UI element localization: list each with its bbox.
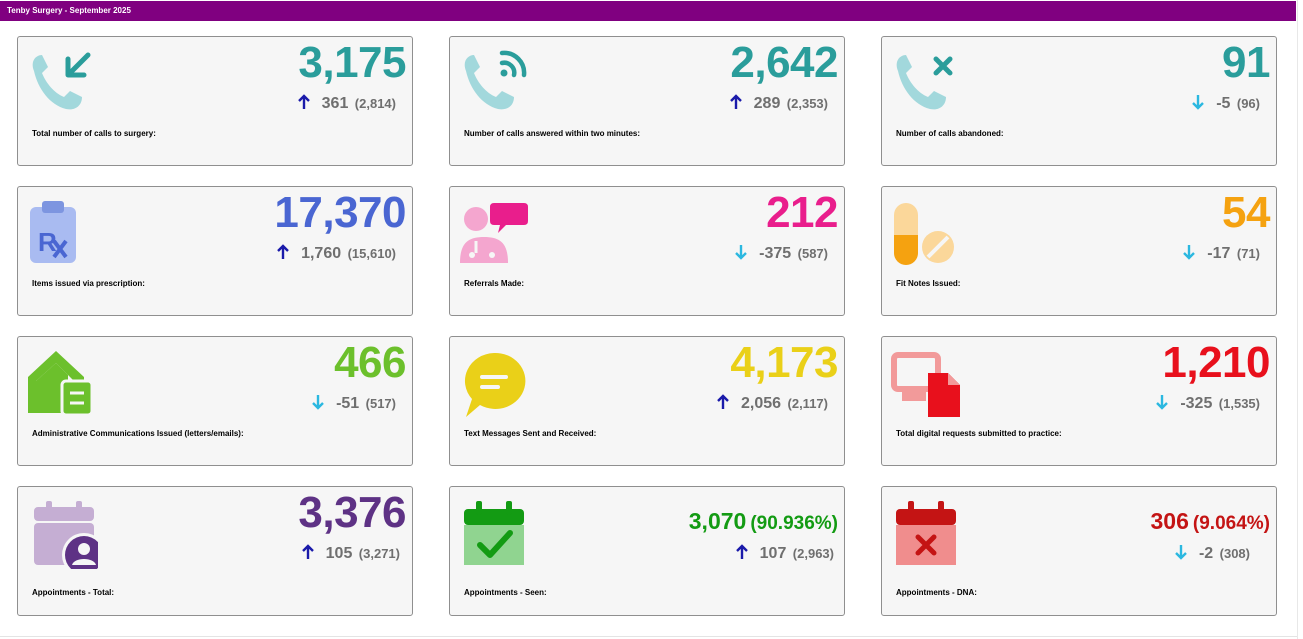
house-document-icon: [26, 347, 98, 419]
calendar-user-icon: [26, 497, 98, 569]
arrow-down-icon: [733, 243, 749, 261]
arrow-up-icon: [728, 93, 744, 111]
kpi-label: Administrative Communications Issued (le…: [32, 429, 244, 438]
kpi-label: Number of calls abandoned:: [896, 129, 1004, 138]
kpi-label: Fit Notes Issued:: [896, 279, 961, 288]
kpi-label: Total digital requests submitted to prac…: [896, 429, 1062, 438]
kpi-card-appointments-total: 3,376 105 (3,271) Appointments - Total:: [17, 486, 413, 616]
kpi-card-appointments-dna: 306 (9.064%) -2 (308) Appointments - DNA:: [881, 486, 1277, 616]
arrow-down-icon: [1154, 393, 1170, 411]
kpi-change: 1,760 (15,610): [275, 243, 396, 265]
svg-text:R: R: [38, 227, 57, 257]
arrow-down-icon: [1173, 543, 1189, 561]
kpi-value: 54: [1222, 188, 1270, 237]
kpi-change: 2,056 (2,117): [715, 393, 828, 415]
kpi-value: 1,210: [1162, 338, 1270, 387]
kpi-label: Appointments - Seen:: [464, 588, 547, 597]
arrow-down-icon: [1181, 243, 1197, 261]
pills-icon: [890, 197, 962, 269]
arrow-up-icon: [275, 243, 291, 261]
arrow-down-icon: [1190, 93, 1206, 111]
arrow-up-icon: [300, 543, 316, 561]
arrow-down-icon: [310, 393, 326, 411]
arrow-up-icon: [296, 93, 312, 111]
kpi-label: Items issued via prescription:: [32, 279, 145, 288]
kpi-label: Total number of calls to surgery:: [32, 129, 156, 138]
kpi-value: 306 (9.064%): [1150, 508, 1270, 534]
calendar-cross-icon: [890, 497, 962, 569]
doctor-speech-icon: [458, 197, 530, 269]
kpi-card-admin-comms: 466 -51 (517) Administrative Communicati…: [17, 336, 413, 466]
kpi-change: 105 (3,271): [300, 543, 400, 565]
kpi-value: 2,642: [730, 38, 838, 87]
kpi-card-referrals: 212 -375 (587) Referrals Made:: [449, 186, 845, 316]
dashboard-title: Tenby Surgery - September 2025: [0, 1, 1296, 21]
kpi-change: -51 (517): [310, 393, 396, 415]
arrow-up-icon: [715, 393, 731, 411]
digital-document-icon: [890, 347, 962, 419]
kpi-label: Number of calls answered within two minu…: [464, 129, 641, 138]
kpi-value: 3,376: [298, 488, 406, 537]
missed-call-icon: [890, 47, 962, 119]
kpi-value: 4,173: [730, 338, 838, 387]
prescription-clipboard-icon: R: [26, 197, 98, 269]
bottom-divider: [0, 636, 1303, 637]
kpi-label: Text Messages Sent and Received:: [464, 429, 597, 438]
kpi-change: -375 (587): [733, 243, 828, 265]
kpi-change: -325 (1,535): [1154, 393, 1260, 415]
kpi-change: -5 (96): [1190, 93, 1260, 115]
kpi-card-calls-answered: 2,642 289 (2,353) Number of calls answer…: [449, 36, 845, 166]
scrollbar-track[interactable]: [1297, 0, 1303, 639]
kpi-value: 3,175: [298, 38, 406, 87]
kpi-value: 466: [334, 338, 406, 387]
kpi-card-calls-abandoned: 91 -5 (96) Number of calls abandoned:: [881, 36, 1277, 166]
calendar-check-icon: [458, 497, 530, 569]
incoming-call-icon: [26, 47, 98, 119]
kpi-label: Appointments - DNA:: [896, 588, 977, 597]
kpi-card-fit-notes: 54 -17 (71) Fit Notes Issued:: [881, 186, 1277, 316]
kpi-value: 3,070 (90.936%): [688, 508, 838, 534]
chat-bubble-icon: [458, 347, 530, 419]
kpi-change: 107 (2,963): [734, 543, 834, 565]
kpi-card-appointments-seen: 3,070 (90.936%) 107 (2,963) Appointments …: [449, 486, 845, 616]
kpi-label: Referrals Made:: [464, 279, 525, 288]
kpi-change: 361 (2,814): [296, 93, 396, 115]
kpi-value: 212: [766, 188, 838, 237]
kpi-card-text-messages: 4,173 2,056 (2,117) Text Messages Sent a…: [449, 336, 845, 466]
kpi-change: 289 (2,353): [728, 93, 828, 115]
kpi-card-digital-requests: 1,210 -325 (1,535) Total digital request…: [881, 336, 1277, 466]
kpi-card-calls-total: 3,175 361 (2,814) Total number of calls …: [17, 36, 413, 166]
arrow-up-icon: [734, 543, 750, 561]
kpi-value: 91: [1222, 38, 1270, 87]
kpi-label: Appointments - Total:: [32, 588, 115, 597]
kpi-change: -17 (71): [1181, 243, 1260, 265]
kpi-value: 17,370: [274, 188, 406, 237]
phone-wireless-icon: [458, 47, 530, 119]
kpi-card-prescriptions: R 17,370 1,760 (15,610) Items issued via…: [17, 186, 413, 316]
kpi-change: -2 (308): [1173, 543, 1250, 565]
